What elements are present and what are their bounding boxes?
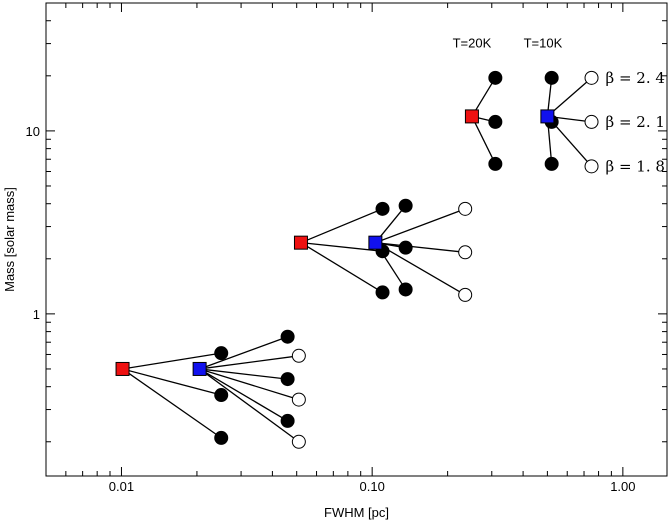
y-tick-label: 1 — [33, 307, 40, 322]
beta-label: β = 2. 4 — [606, 69, 665, 87]
connector-line — [300, 242, 383, 293]
open-circle-marker — [291, 434, 306, 449]
connector-line — [122, 368, 222, 396]
open-circle-marker — [458, 201, 473, 216]
connector-line — [199, 368, 300, 443]
temperature-annotation: T=20K — [453, 36, 492, 51]
open-circle-marker — [291, 392, 306, 407]
open-circle-marker — [291, 348, 306, 363]
connector-line — [122, 368, 222, 439]
open-circle-marker — [584, 114, 599, 129]
connector-line — [300, 208, 383, 244]
filled-circle-marker — [398, 282, 413, 297]
open-circle-marker — [584, 159, 599, 174]
connector-line — [122, 352, 222, 370]
connector-line — [375, 242, 466, 253]
red-square-marker — [293, 235, 308, 250]
filled-circle-marker — [214, 430, 229, 445]
axis-ticks: 0.01 0.10 1.00 1 10 — [26, 2, 667, 494]
open-circle-marker — [584, 70, 599, 85]
blue-square-marker — [368, 235, 383, 250]
filled-circle-marker — [398, 198, 413, 213]
blue-square-marker — [192, 361, 207, 376]
connector-line — [300, 242, 383, 252]
connector-line — [199, 368, 288, 422]
connector-line — [546, 77, 592, 117]
open-circle-marker — [458, 287, 473, 302]
filled-circle-marker — [488, 114, 503, 129]
connector-line — [375, 242, 466, 296]
filled-circle-marker — [544, 156, 559, 171]
x-tick-label: 1.00 — [610, 479, 635, 494]
filled-circle-marker — [214, 346, 229, 361]
y-axis-label: Mass [solar mass] — [2, 187, 17, 292]
open-circle-marker — [458, 245, 473, 260]
blue-square-marker — [540, 109, 555, 124]
x-tick-label: 0.01 — [109, 479, 134, 494]
red-square-marker — [115, 361, 130, 376]
x-tick-label: 0.10 — [360, 479, 385, 494]
filled-circle-marker — [375, 201, 390, 216]
connector-line — [199, 368, 288, 380]
data-markers — [115, 70, 599, 449]
filled-circle-marker — [280, 413, 295, 428]
beta-label: β = 2. 1 — [606, 113, 665, 131]
red-square-marker — [464, 109, 479, 124]
filled-circle-marker — [375, 285, 390, 300]
connector-line — [199, 336, 288, 370]
filled-circle-marker — [398, 240, 413, 255]
temperature-annotation: T=10K — [524, 36, 563, 51]
filled-circle-marker — [544, 70, 559, 85]
filled-circle-marker — [488, 156, 503, 171]
filled-circle-marker — [488, 70, 503, 85]
y-tick-label: 10 — [26, 124, 40, 139]
annotations: T=20K T=10K β = 2. 4 β = 2. 1 β = 1. 8 — [453, 36, 665, 176]
connector-line — [199, 355, 299, 370]
x-axis-label: FWHM [pc] — [324, 505, 389, 520]
beta-label: β = 1. 8 — [606, 157, 665, 175]
filled-circle-marker — [280, 329, 295, 344]
connector-line — [199, 368, 300, 401]
connector-line — [375, 208, 466, 244]
connector-lines — [122, 77, 593, 443]
connector-line — [471, 116, 496, 165]
filled-circle-marker — [280, 372, 295, 387]
plot-frame — [45, 2, 668, 477]
filled-circle-marker — [214, 388, 229, 403]
